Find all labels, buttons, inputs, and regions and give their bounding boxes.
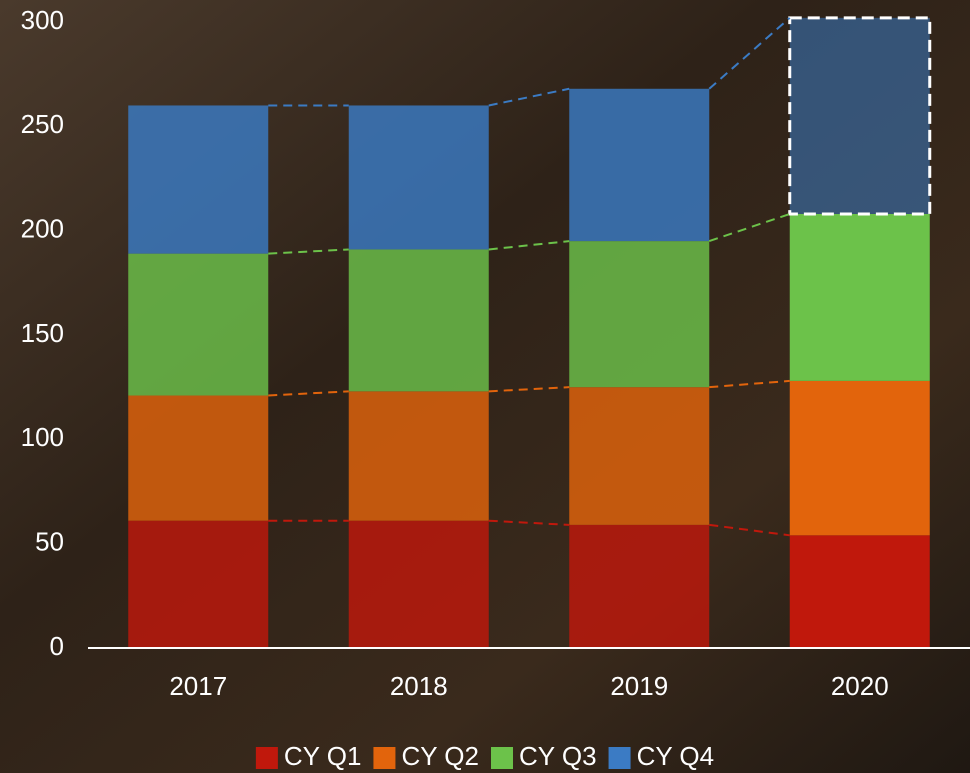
legend-label: CY Q4 xyxy=(637,741,715,771)
bar-segment xyxy=(569,241,710,388)
x-tick-label: 2019 xyxy=(610,671,668,701)
legend-label: CY Q2 xyxy=(401,741,479,771)
connector-line xyxy=(709,379,790,389)
y-tick-label: 100 xyxy=(21,422,64,452)
legend-swatch xyxy=(255,747,278,769)
x-tick-label: 2017 xyxy=(169,671,227,701)
legend-swatch xyxy=(608,747,631,769)
bar-segment xyxy=(569,387,710,525)
bar-segment xyxy=(569,88,710,242)
y-tick-label: 150 xyxy=(21,318,64,348)
connector-line xyxy=(268,390,349,397)
y-tick-label: 50 xyxy=(35,527,64,557)
legend-label: CY Q3 xyxy=(519,741,597,771)
bar-segment xyxy=(348,391,489,521)
connector-line xyxy=(708,17,791,90)
bar-segment xyxy=(789,380,930,536)
bar-segment xyxy=(348,520,489,648)
connector-line xyxy=(488,386,570,393)
bar-segment xyxy=(128,253,269,396)
connector-line xyxy=(488,87,570,107)
legend-swatch xyxy=(491,747,513,769)
highlight-outline xyxy=(788,16,932,216)
bar-segment xyxy=(348,249,489,392)
legend: CY Q1 CY Q2 CY Q3 CY Q4 xyxy=(255,741,715,771)
y-tick-label: 300 xyxy=(21,5,64,35)
bar-segment xyxy=(569,524,710,648)
y-tick-label: 0 xyxy=(50,631,64,661)
x-tick-label: 2020 xyxy=(831,671,889,701)
bar-segment xyxy=(128,105,269,254)
x-tick-label: 2018 xyxy=(390,671,448,701)
y-tick-label: 200 xyxy=(21,214,64,244)
connector-line xyxy=(268,248,349,255)
bar-segment xyxy=(789,535,930,648)
bar-segment xyxy=(789,17,930,214)
connector-line xyxy=(488,519,570,526)
legend-swatch xyxy=(373,747,396,769)
bar-segment xyxy=(128,395,269,521)
y-tick-label: 250 xyxy=(21,109,64,139)
bar-segment xyxy=(348,105,489,250)
bar-segment xyxy=(128,520,269,648)
connector-line xyxy=(488,240,570,251)
legend-label: CY Q1 xyxy=(284,741,362,771)
connector-line xyxy=(709,523,790,537)
bar-segment xyxy=(789,213,930,381)
